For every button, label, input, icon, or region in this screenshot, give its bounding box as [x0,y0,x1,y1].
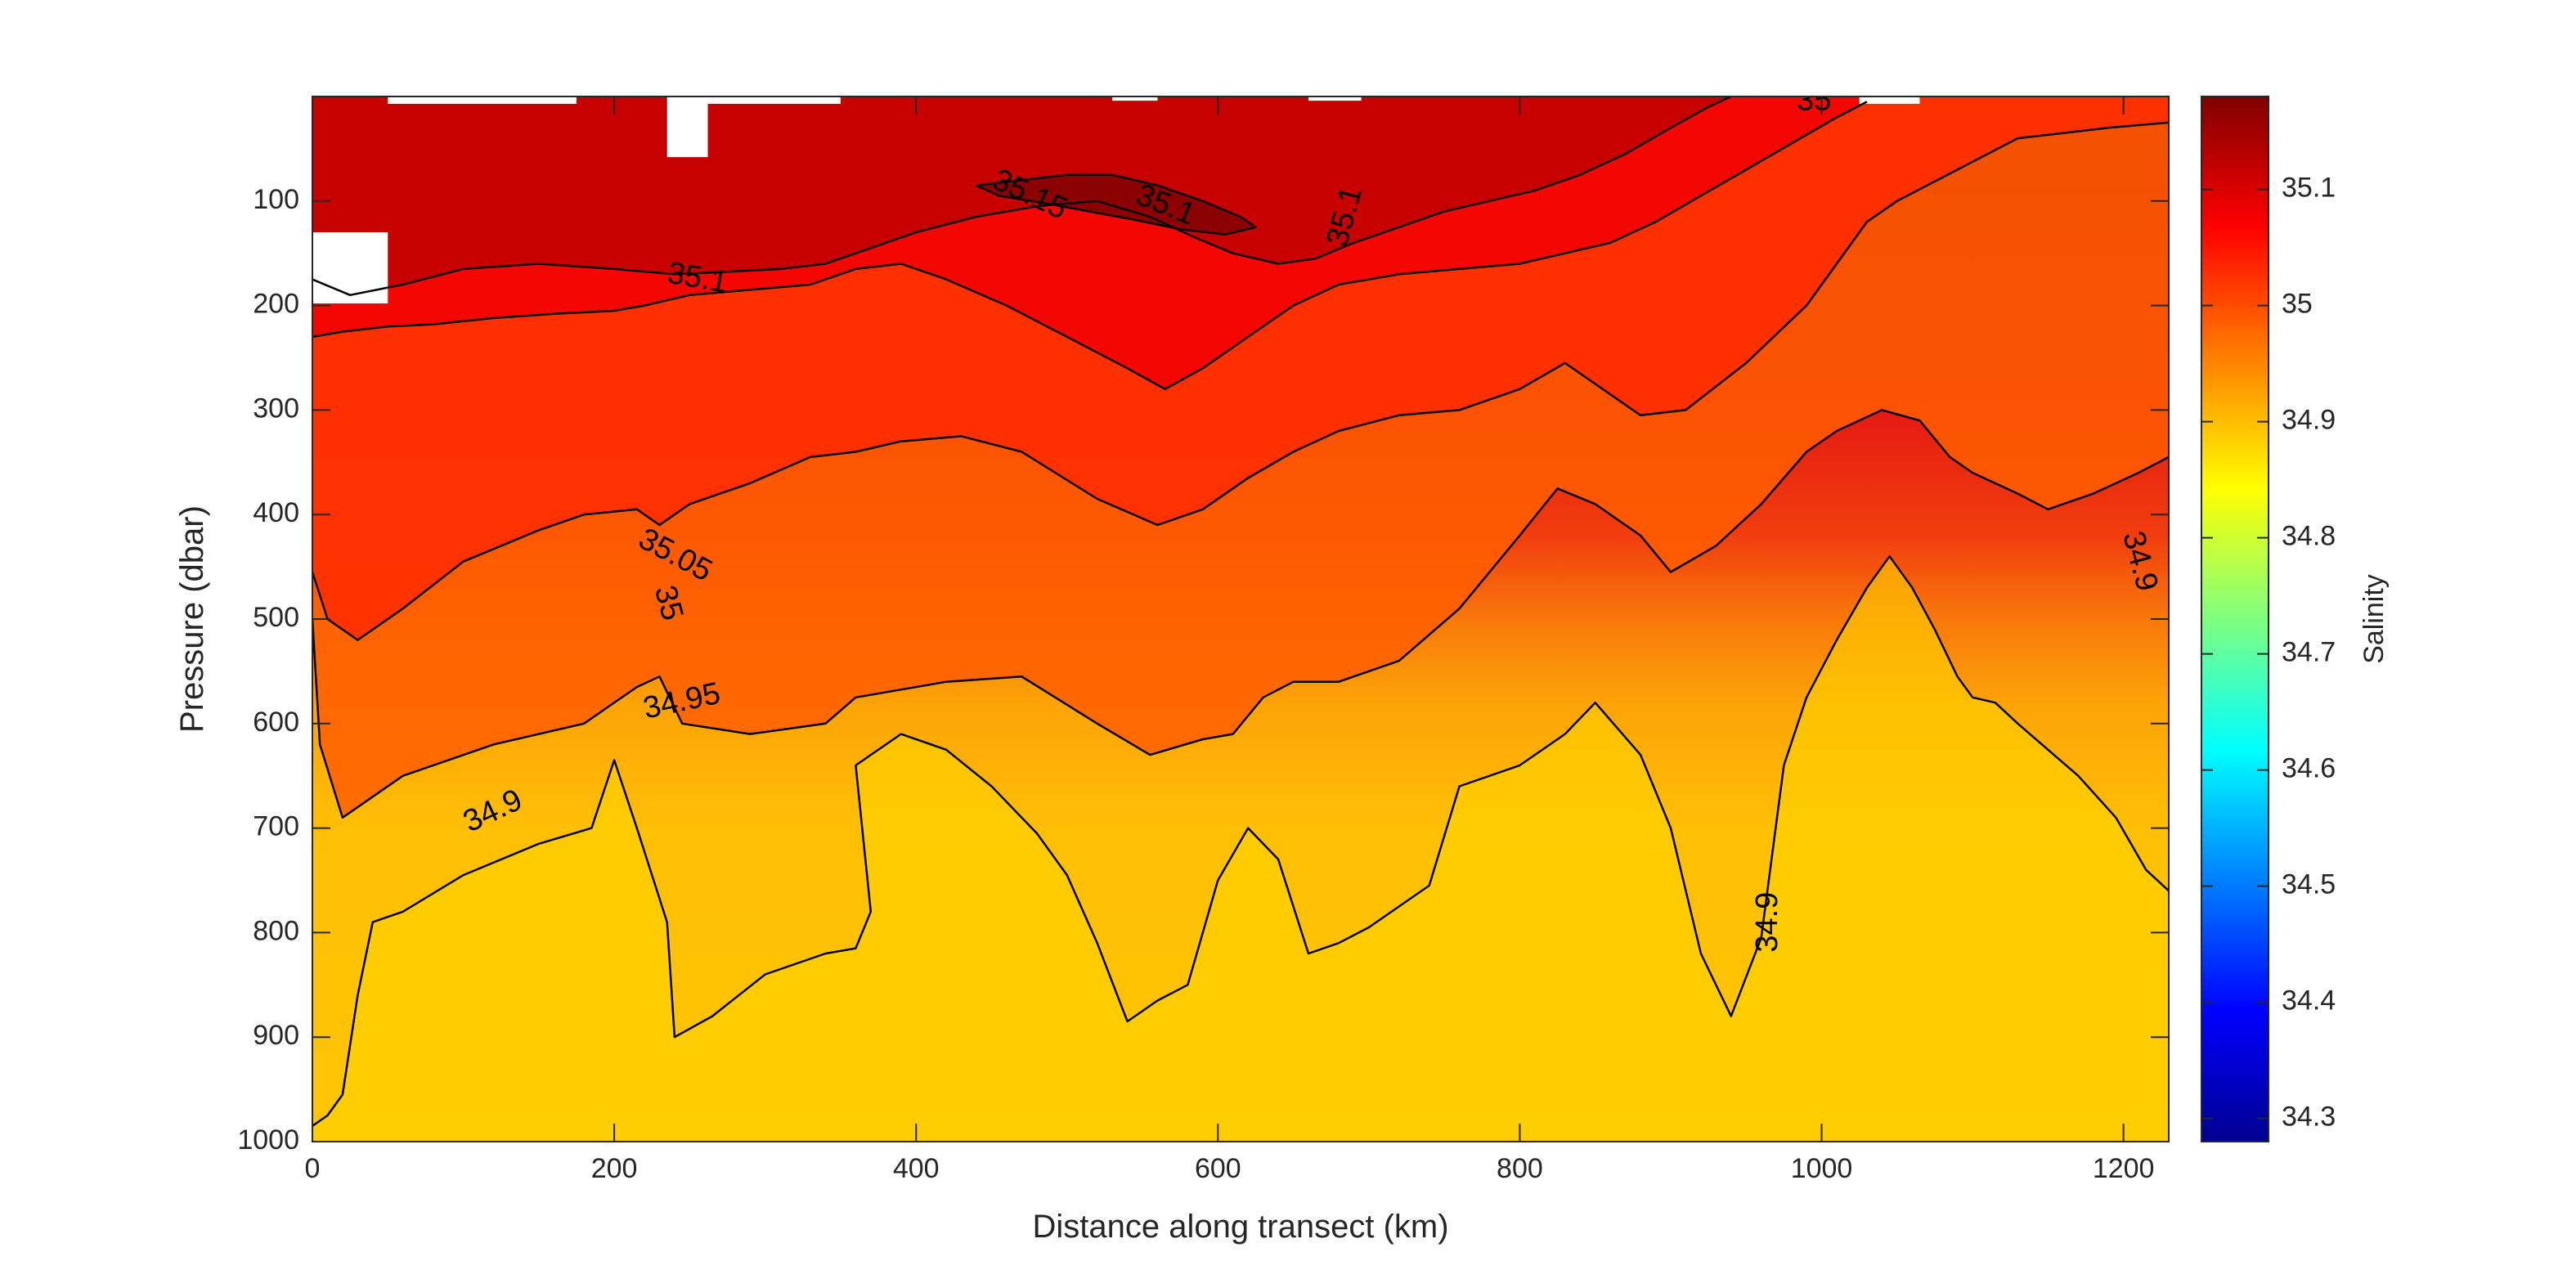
x-tick-label: 1000 [1791,1153,1853,1184]
y-axis-ticks: 100 200 300 400 500 600 700 800 900 1000 [237,184,2169,1156]
y-tick-label: 600 [253,707,299,738]
colorbar: 34.3 34.4 34.5 34.6 34.7 34.8 34.9 35 35.1 Salin… [2201,96,2390,1142]
fill-band-35-15 [976,174,1256,235]
y-tick-label: 400 [253,497,299,528]
colorbar-tick-label: 35.1 [2282,173,2336,204]
x-tick-label: 400 [893,1153,940,1184]
x-axis-ticks: 0 200 400 600 800 1000 1200 [305,96,2155,1184]
contour-line-35-05 [312,101,1868,391]
colorbar-ticks: 34.3 34.4 34.5 34.6 34.7 34.8 34.9 35 35.1 [2201,173,2336,1133]
colorbar-tick-label: 34.9 [2282,405,2336,436]
y-axis-label: Pressure (dbar) [174,505,210,733]
missing-data-patch [1112,96,1158,101]
colorbar-gradient [2201,96,2269,1142]
missing-data-patch [707,96,841,104]
missing-data-patch [312,232,388,304]
fill-band-34-9 [312,556,2169,1142]
contour-line-34-95 [312,409,2169,819]
missing-data-patch [1859,96,1920,104]
x-tick-label: 0 [305,1153,321,1184]
salinity-fill-bands [312,96,2169,1142]
contour-line-35 [312,121,2169,641]
y-tick-label: 100 [253,184,299,215]
x-tick-label: 1200 [2093,1153,2155,1184]
x-tick-label: 600 [1195,1153,1241,1184]
x-tick-label: 200 [591,1153,638,1184]
colorbar-tick-label: 34.8 [2282,521,2336,552]
missing-data-patches [312,96,1920,304]
colorbar-tick-label: 34.4 [2282,985,2336,1016]
contour-line-35-15 [976,173,1257,236]
y-tick-label: 500 [253,602,299,633]
colorbar-tick-label: 34.3 [2282,1102,2336,1133]
contour-label: 35 [1797,83,1831,117]
x-axis-label: Distance along transect (km) [1032,1209,1448,1245]
contour-label: 34.9 [1750,892,1784,953]
y-tick-label: 900 [253,1020,299,1051]
missing-data-patch [1308,96,1362,101]
missing-data-patch [388,96,577,104]
y-tick-label: 300 [253,393,299,424]
colorbar-tick-label: 34.6 [2282,753,2336,784]
y-tick-label: 700 [253,811,299,842]
colorbar-tick-label: 34.7 [2282,637,2336,668]
colorbar-tick-label: 35 [2282,289,2313,320]
colorbar-label: Salinity [2358,574,2390,664]
y-tick-label: 1000 [237,1124,299,1156]
contour-line-34-9 [312,555,2169,1127]
y-tick-label: 200 [253,289,299,320]
contour-line-35-1 [312,96,1732,297]
x-tick-label: 800 [1497,1153,1543,1184]
colorbar-tick-label: 34.5 [2282,869,2336,900]
y-tick-label: 800 [253,915,299,946]
missing-data-patch [666,96,708,158]
contour-lines [312,96,2169,1127]
